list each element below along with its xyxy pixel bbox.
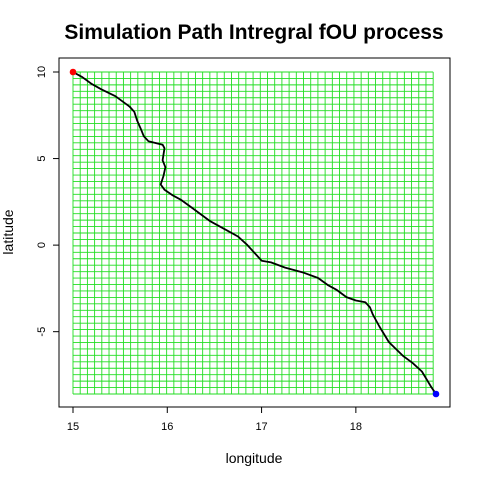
chart-title: Simulation Path Intregral fOU process <box>64 21 443 44</box>
x-tick-label: 17 <box>255 421 267 433</box>
simulation-path-line <box>72 71 437 395</box>
path-layer <box>69 68 440 398</box>
y-axis: 10 5 0 -5 <box>36 66 60 337</box>
x-tick-label: 18 <box>350 421 362 433</box>
y-axis-label: latitude <box>0 209 16 254</box>
end-point-marker <box>432 390 440 398</box>
y-tick-label: 5 <box>36 155 48 161</box>
grid <box>72 71 434 395</box>
x-axis: 15 16 17 18 <box>67 406 362 433</box>
y-tick-label: 10 <box>36 66 48 78</box>
x-tick-label: 16 <box>161 421 173 433</box>
x-axis-label: longitude <box>226 450 283 466</box>
y-tick-label: 0 <box>36 242 48 248</box>
x-tick-label: 15 <box>67 421 79 433</box>
y-tick-label: -5 <box>36 327 48 337</box>
start-point-marker <box>69 68 77 76</box>
